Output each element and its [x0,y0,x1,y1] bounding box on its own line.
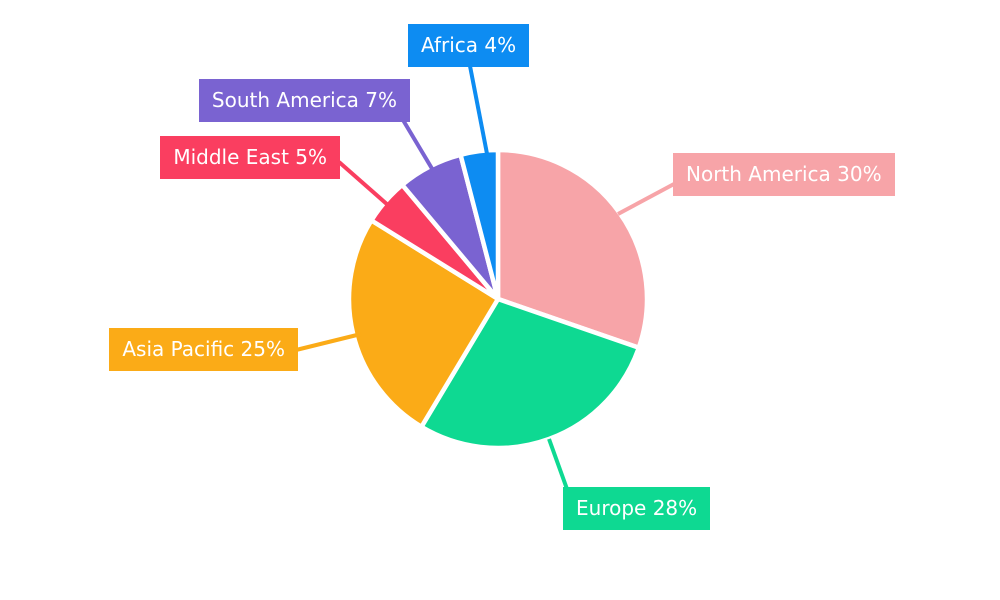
pie-slice-africa [457,147,501,300]
leader-line-north-america [617,182,675,216]
leader-line-europe [547,438,569,490]
slice-label-middle-east: Middle East 5% [160,136,340,179]
slice-label-south-america: South America 7% [198,79,410,122]
leader-line-middle-east [337,160,391,208]
slice-label-asia-pacific: Asia Pacific 25% [109,328,298,371]
slice-label-europe: Europe 28% [563,487,711,530]
slice-label-africa: Africa 4% [408,24,530,67]
leader-line-asia-pacific [295,332,362,352]
slice-label-north-america: North America 30% [673,153,895,196]
leader-line-south-america [401,118,439,179]
leader-line-africa [468,65,491,165]
